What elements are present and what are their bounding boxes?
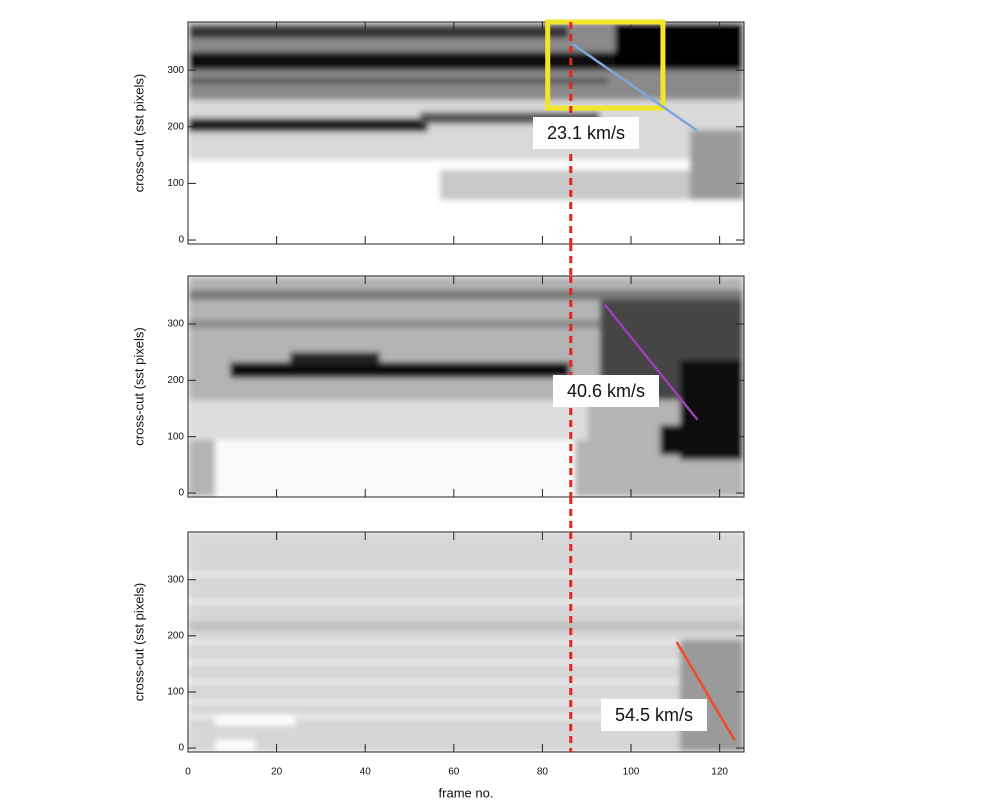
bg bbox=[215, 440, 575, 497]
frame bbox=[187, 275, 745, 498]
x-tick-label: 20 bbox=[271, 767, 283, 778]
y-tick-label: 200 bbox=[167, 121, 184, 132]
x-tick-label: 80 bbox=[537, 767, 549, 778]
y-tick-label: 100 bbox=[167, 178, 184, 189]
fit-line bbox=[571, 43, 698, 132]
bg bbox=[188, 78, 608, 84]
panel: 0 100 200 300 cross-cut (sst pixels) 40.6 km/… bbox=[131, 275, 745, 532]
y-tick-label: 100 bbox=[167, 687, 184, 698]
panel-image bbox=[188, 22, 744, 244]
x-tick-label: 40 bbox=[360, 767, 372, 778]
bg bbox=[188, 715, 744, 719]
y-tick-label: 300 bbox=[167, 319, 184, 330]
panel: 0 100 200 300 cross-cut (sst pixels) 23.1 km/… bbox=[131, 19, 745, 276]
annotation-bg bbox=[533, 117, 639, 149]
highlight-box bbox=[545, 19, 666, 111]
y-tick-label: 0 bbox=[178, 488, 184, 499]
panel: 0 100 200 300 0 20 40 60 80 100 120 cross-cut (sst … bbox=[131, 531, 745, 800]
x-tick-label: 100 bbox=[623, 767, 640, 778]
y-axis-label: cross-cut (sst pixels) bbox=[131, 74, 146, 192]
fit-line bbox=[675, 641, 736, 741]
bg bbox=[188, 622, 744, 630]
y-tick-label: 0 bbox=[178, 235, 184, 246]
y-tick-label: 300 bbox=[167, 65, 184, 76]
bg bbox=[690, 130, 744, 200]
frame bbox=[187, 531, 745, 753]
panel-image bbox=[188, 276, 744, 497]
x-tick-label: 60 bbox=[448, 767, 460, 778]
frame bbox=[187, 21, 745, 245]
x-axis-label: frame no. bbox=[439, 785, 494, 800]
annotation: 40.6 km/s bbox=[567, 381, 645, 401]
y-tick-label: 0 bbox=[178, 743, 184, 754]
annotation-bg bbox=[553, 375, 659, 407]
x-tick-label: 120 bbox=[711, 767, 728, 778]
bg bbox=[615, 22, 744, 67]
bg bbox=[215, 740, 255, 750]
y-axis-label: cross-cut (sst pixels) bbox=[131, 327, 146, 445]
bg bbox=[188, 660, 744, 664]
y-tick-label: 200 bbox=[167, 630, 184, 641]
bg bbox=[188, 400, 588, 440]
bg bbox=[680, 640, 744, 752]
bg bbox=[188, 118, 428, 132]
annotation: 23.1 km/s bbox=[547, 123, 625, 143]
bg bbox=[188, 640, 744, 644]
bg bbox=[188, 600, 744, 604]
bg bbox=[230, 362, 570, 378]
fit-line bbox=[603, 303, 699, 421]
x-tick-label: 0 bbox=[185, 767, 191, 778]
y-tick-label: 300 bbox=[167, 574, 184, 585]
bg bbox=[188, 26, 568, 38]
bg bbox=[188, 572, 744, 576]
annotation: 54.5 km/s bbox=[615, 705, 693, 725]
bg bbox=[188, 320, 744, 328]
annotation-bg bbox=[601, 699, 707, 731]
y-tick-label: 100 bbox=[167, 431, 184, 442]
bg bbox=[188, 700, 744, 704]
bg bbox=[660, 425, 744, 455]
y-tick-label: 200 bbox=[167, 375, 184, 386]
bg bbox=[188, 680, 744, 684]
bg bbox=[290, 352, 380, 364]
bg bbox=[215, 715, 295, 725]
y-axis-label: cross-cut (sst pixels) bbox=[131, 583, 146, 701]
bg bbox=[188, 290, 744, 300]
